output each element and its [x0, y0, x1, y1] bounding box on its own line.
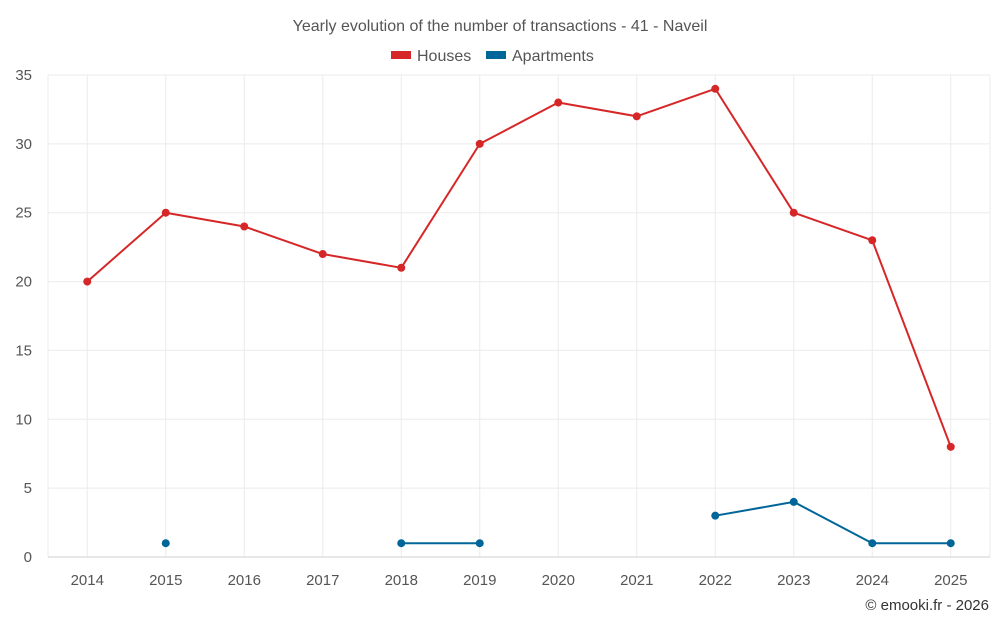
y-tick-label: 0: [24, 549, 32, 566]
data-point-apartments: [868, 539, 877, 548]
series-line-houses: [86, 87, 952, 448]
data-point-houses: [318, 250, 327, 259]
x-tick-label: 2022: [699, 572, 732, 589]
y-tick-label: 35: [15, 67, 32, 84]
series-apartments: [161, 497, 955, 548]
legend-swatch-houses: [391, 51, 411, 59]
series-layer: [83, 84, 955, 548]
x-tick-label: 2020: [542, 572, 575, 589]
y-tick-label: 10: [15, 411, 32, 428]
x-tick-label: 2025: [934, 572, 967, 589]
data-point-houses: [475, 139, 484, 148]
x-tick-label: 2019: [463, 572, 496, 589]
chart-title: Yearly evolution of the number of transa…: [293, 18, 708, 35]
data-point-houses: [554, 98, 563, 107]
legend-swatch-apartments: [486, 51, 506, 59]
x-tick-label: 2024: [856, 572, 889, 589]
x-tick-label: 2018: [385, 572, 418, 589]
legend-label-houses: Houses: [417, 48, 471, 65]
series-line-apartments: [715, 500, 951, 545]
x-tick-label: 2016: [228, 572, 261, 589]
data-point-houses: [868, 236, 877, 245]
y-tick-label: 20: [15, 274, 32, 291]
y-tick-label: 25: [15, 205, 32, 222]
grid: [47, 74, 991, 558]
data-point-apartments: [711, 511, 720, 520]
data-point-apartments: [475, 539, 484, 548]
x-axis: 2014 2015 2016 2017 2018 2019 2020 2021 2022 2023…: [71, 572, 968, 589]
y-tick-label: 15: [15, 342, 32, 359]
y-tick-label: 30: [15, 136, 32, 153]
y-tick-label: 5: [24, 480, 32, 497]
x-tick-label: 2021: [620, 572, 653, 589]
data-point-houses: [632, 112, 641, 121]
data-point-apartments: [789, 497, 798, 506]
legend: Houses Apartments: [391, 48, 594, 65]
data-point-apartments: [161, 539, 170, 548]
series-houses: [83, 84, 955, 451]
credit-text: © emooki.fr - 2026: [865, 597, 989, 614]
data-point-apartments: [397, 539, 406, 548]
data-point-houses: [161, 208, 170, 217]
legend-label-apartments: Apartments: [512, 48, 594, 65]
data-point-houses: [83, 277, 92, 286]
data-point-apartments: [946, 539, 955, 548]
data-point-houses: [789, 208, 798, 217]
y-axis: 0 5 10 15 20 25 30 35: [15, 67, 32, 566]
x-tick-label: 2015: [149, 572, 182, 589]
data-point-houses: [240, 222, 249, 231]
x-tick-label: 2014: [71, 572, 104, 589]
data-point-houses: [397, 263, 406, 272]
data-point-houses: [711, 84, 720, 93]
x-tick-label: 2017: [306, 572, 339, 589]
data-point-houses: [946, 442, 955, 451]
x-tick-label: 2023: [777, 572, 810, 589]
